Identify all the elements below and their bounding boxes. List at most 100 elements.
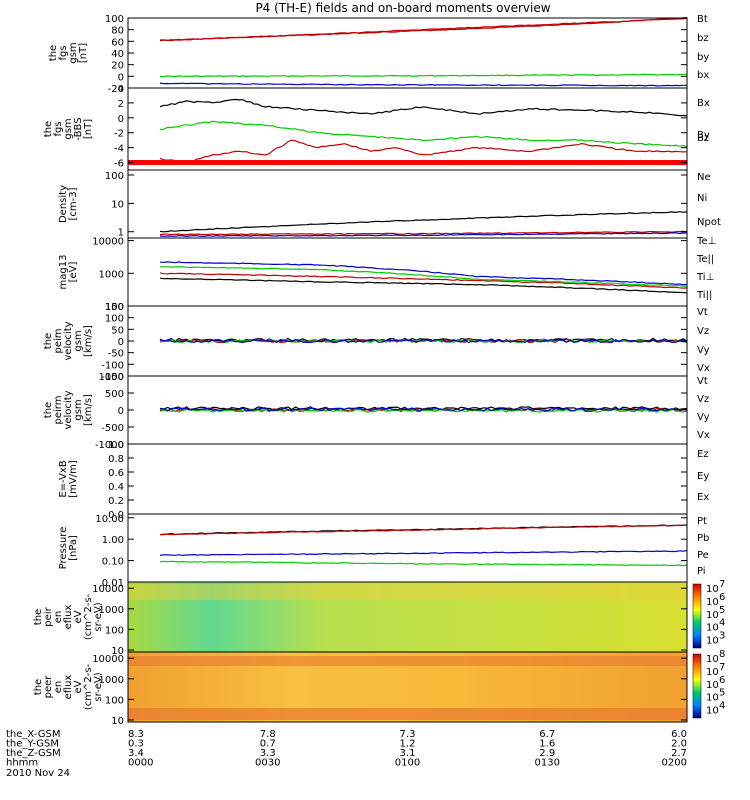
y-axis-label-line: gsm [73,399,84,420]
x-axis-value: 1.2 [400,739,416,750]
colorbar-tick-exponent: 4 [719,618,725,629]
legend-entry: Pb [697,533,709,544]
legend-entry: By [697,130,710,141]
y-axis-label-line: Density [58,185,69,223]
panel-7: Ez Ey Ex 1.0 0.8 0.6 0.4 0.2 0.0 E=-VxB [mV/m] [58,440,709,521]
y-axis-label-line: the [43,121,54,137]
legend-entry: Ex [697,492,709,503]
legend-entry: bz [697,33,709,44]
y-axis-label-line: the [48,45,59,61]
chart-title: P4 (TH-E) fields and on-board moments ov… [255,1,550,15]
y-axis-label-line: gsm [68,42,79,63]
y-tick-label: 2 [118,99,124,110]
series-line [159,550,688,556]
y-tick-label: 100 [105,695,124,706]
panel-frame [127,443,688,515]
x-axis-row-label: hhmm [6,758,38,769]
x-axis-value: 7.3 [400,729,416,740]
legend-entry: Ni [697,193,707,204]
colorbar-tick-label: 10 [706,693,719,704]
series-line [159,120,688,148]
y-tick-label: 10 [111,716,124,727]
x-axis-row-label: the_Z-GSM [6,748,61,759]
y-axis-label-line: peir [43,606,54,626]
y-axis-label-line: [km/s] [83,394,94,426]
y-tick-label: 10 [111,646,124,657]
colorbar-tick-label: 10 [706,584,719,595]
series-line [159,139,688,164]
legend-entry: Vy [697,345,710,356]
y-tick-label: 4 [118,84,124,95]
y-axis-label-line: eV [73,610,84,623]
y-axis-label-line: eflux [63,605,74,630]
x-axis-value: 3.1 [400,748,416,759]
legend-entry: Vx [697,363,710,374]
x-axis-value: 2.7 [671,748,687,759]
legend-entry: Te|| [696,254,714,265]
y-tick-label: 1000 [99,269,124,280]
y-tick-label: 10000 [92,237,124,248]
x-axis-value: 2.0 [671,739,687,750]
y-axis-label: the fgs gsm [nT] [48,42,89,63]
y-axis-label-line: [nT] [78,43,89,63]
series-line [159,232,688,238]
series-line [159,272,688,289]
legend-entry: Vz [697,326,709,337]
y-axis-label: mag13 [eV] [58,255,79,290]
y-axis-label-line: en [53,681,64,694]
y-axis-label-line: the [43,333,54,349]
spectrogram-band [128,708,687,720]
legend-entry: Bz [697,133,709,144]
y-tick-label: -100 [101,360,124,371]
legend-entry: Bt [697,14,708,25]
legend-entry: Vz [697,394,709,405]
y-axis-label-line: the [33,679,44,695]
legend-entry: Npot [697,217,721,228]
panel-frame [127,169,688,239]
y-axis-label: the peim velocity gsm [km/s] [43,321,94,360]
x-axis-value: 0100 [395,758,420,769]
y-axis-label-line: (cm^2-s- [83,593,94,640]
y-axis-label: Density [cm-3] [58,185,79,223]
y-axis-label: the peir en eflux eV (cm^2-s-sr-eV) [33,593,104,640]
colorbar-tick-label: 10 [706,667,719,678]
legend-entry: Bx [697,98,710,109]
colorbar-tick-exponent: 8 [719,649,725,660]
legend-entry: Pe [697,550,709,561]
x-axis-value: 0.7 [260,739,276,750]
y-tick-label: -2 [114,129,124,140]
x-axis-value: 1.6 [539,739,555,750]
series-line [159,266,688,287]
panel-8: Pt Pb Pe Pi 10.00 1.00 0.10 0.01 Pressure [nPa] [58,513,709,589]
series-line [159,17,688,42]
y-tick-label: 150 [105,302,124,313]
y-tick-label: 10.00 [95,514,124,525]
colorbar-tick-label: 10 [706,680,719,691]
colorbar-scale [692,653,702,719]
legend-entry: by [697,52,709,63]
legend-entry: Vt [697,376,708,387]
legend-entry: Vy [697,412,710,423]
y-tick-label: 60 [111,37,124,48]
legend-entry: Ez [697,449,709,460]
y-axis-label-line: peirm [53,396,64,425]
colorbar-tick-label: 10 [706,654,719,665]
y-tick-label: 100 [105,625,124,636]
y-tick-label: 50 [111,325,124,336]
y-axis-label-line: gsm [73,330,84,351]
series-line [159,98,688,117]
y-tick-label: 20 [111,61,124,72]
x-axis-value: 6.0 [671,729,687,740]
y-tick-label: 1000 [99,675,124,686]
y-axis-label-line: velocity [63,390,74,429]
y-axis-label: the fgs gsm -BBS [nT] [43,117,94,140]
panel-frame [127,17,688,89]
x-axis-value: 0000 [128,758,153,769]
y-axis-label: E=-VxB [mV/m] [58,460,79,498]
series-line [159,261,688,286]
colorbar-tick-label: 10 [706,706,719,717]
y-axis-label-line: peim [53,328,64,353]
